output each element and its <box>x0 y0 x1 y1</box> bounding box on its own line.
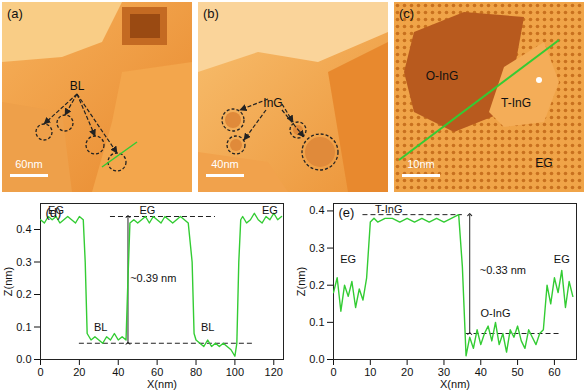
svg-text:X(nm): X(nm) <box>440 378 470 390</box>
svg-text:0.1: 0.1 <box>16 321 31 333</box>
svg-text:0.4: 0.4 <box>16 223 31 235</box>
svg-text:0.2: 0.2 <box>309 279 324 291</box>
svg-text:EG: EG <box>262 204 278 216</box>
svg-text:BL: BL <box>70 79 85 93</box>
svg-text:0.1: 0.1 <box>309 316 324 328</box>
svg-text:80: 80 <box>190 366 202 378</box>
svg-text:0.3: 0.3 <box>16 256 31 268</box>
svg-text:O-InG: O-InG <box>426 69 459 83</box>
svg-text:BL: BL <box>201 321 214 333</box>
svg-text:0.4: 0.4 <box>309 204 324 216</box>
svg-text:BL: BL <box>94 321 107 333</box>
svg-text:40: 40 <box>475 366 487 378</box>
svg-text:(c): (c) <box>399 6 414 21</box>
svg-text:Z(nm): Z(nm) <box>295 267 307 296</box>
svg-text:0.0: 0.0 <box>16 353 31 365</box>
svg-text:(d): (d) <box>46 205 62 220</box>
svg-text:EG: EG <box>554 253 570 265</box>
svg-text:40nm: 40nm <box>211 158 239 170</box>
svg-text:100: 100 <box>226 366 244 378</box>
svg-text:60: 60 <box>151 366 163 378</box>
svg-text:T-InG: T-InG <box>375 203 403 215</box>
svg-text:~0.33 nm: ~0.33 nm <box>480 264 526 276</box>
svg-text:10: 10 <box>364 366 376 378</box>
svg-text:EG: EG <box>340 253 356 265</box>
svg-text:20: 20 <box>401 366 413 378</box>
svg-text:EG: EG <box>139 204 155 216</box>
svg-text:InG: InG <box>263 96 282 110</box>
svg-text:O-InG: O-InG <box>481 307 511 319</box>
svg-text:0.2: 0.2 <box>16 288 31 300</box>
svg-text:120: 120 <box>265 366 283 378</box>
svg-text:10nm: 10nm <box>407 158 435 170</box>
svg-text:50: 50 <box>511 366 523 378</box>
svg-text:60: 60 <box>548 366 560 378</box>
svg-text:(a): (a) <box>7 6 23 21</box>
svg-text:T-InG: T-InG <box>501 96 531 110</box>
svg-text:~0.39 nm: ~0.39 nm <box>130 272 176 284</box>
svg-text:(e): (e) <box>339 205 355 220</box>
svg-text:(b): (b) <box>203 6 219 21</box>
svg-text:X(nm): X(nm) <box>147 378 177 390</box>
svg-text:30: 30 <box>438 366 450 378</box>
svg-text:0: 0 <box>330 366 336 378</box>
svg-text:EG: EG <box>535 156 552 170</box>
svg-text:0: 0 <box>37 366 43 378</box>
svg-text:40: 40 <box>112 366 124 378</box>
svg-text:0.0: 0.0 <box>309 353 324 365</box>
svg-text:Z(nm): Z(nm) <box>2 267 14 296</box>
svg-text:0.3: 0.3 <box>309 242 324 254</box>
svg-text:60nm: 60nm <box>15 158 43 170</box>
svg-text:20: 20 <box>73 366 85 378</box>
